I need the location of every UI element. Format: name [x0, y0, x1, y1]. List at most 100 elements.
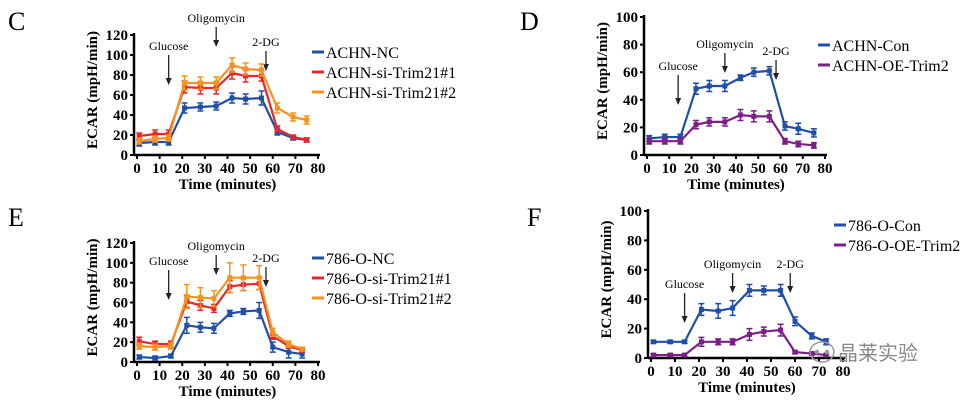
data-point — [299, 351, 305, 357]
annotation-label: Oligomycin — [188, 11, 245, 25]
x-tick-label: 30 — [716, 364, 731, 380]
panel-label: C — [8, 7, 25, 36]
panel-e: E 0 10 20 30 40 50 60 70 80 0 20 40 60 80 100 120 Time (m… — [8, 203, 452, 400]
data-point — [722, 83, 728, 89]
x-tick-label: 20 — [684, 161, 699, 177]
y-tick-label: 120 — [106, 236, 129, 252]
annotation-label: Glucose — [149, 39, 188, 53]
series-line — [139, 96, 307, 145]
data-point — [304, 137, 310, 143]
arrow-head-icon — [262, 64, 269, 71]
y-tick-label: 80 — [623, 38, 638, 54]
series-786-O-NC: 786-O-NC — [136, 251, 394, 361]
data-point — [274, 126, 280, 132]
data-point — [682, 352, 688, 358]
data-point — [286, 349, 292, 355]
data-point — [290, 114, 296, 120]
y-tick-label: 0 — [635, 351, 643, 367]
watermark: 晶莱实验 — [809, 341, 918, 365]
data-point — [766, 113, 772, 119]
data-point — [243, 73, 249, 79]
legend-label: 786-O-Con — [848, 218, 921, 235]
data-point — [166, 139, 172, 145]
data-point — [662, 138, 668, 144]
arrow-head-icon — [213, 40, 220, 47]
data-point — [682, 339, 688, 345]
x-tick-label: 60 — [265, 368, 280, 384]
legend-label: 786-O-si-Trim21#2 — [326, 291, 452, 308]
data-point — [197, 80, 203, 86]
data-point — [677, 138, 683, 144]
y-tick-label: 120 — [106, 28, 129, 44]
data-point — [761, 329, 767, 335]
annotation-label: Glucose — [149, 254, 188, 268]
annotation-label: 2-DG — [762, 44, 790, 58]
x-tick-label: 60 — [265, 161, 280, 177]
data-point — [211, 296, 217, 302]
legend-label: ACHN-si-Trim21#1 — [326, 65, 456, 82]
data-point — [299, 346, 305, 352]
data-point — [211, 305, 217, 311]
data-point — [166, 131, 172, 137]
data-point — [136, 343, 142, 349]
data-point — [243, 66, 249, 72]
x-tick-label: 0 — [647, 364, 655, 380]
data-point — [229, 62, 235, 68]
data-point — [667, 339, 673, 345]
arrow-head-icon — [773, 73, 780, 80]
x-tick-label: 80 — [818, 161, 833, 177]
series-786-O-si-Trim21#2: 786-O-si-Trim21#2 — [136, 262, 452, 352]
x-tick-label: 70 — [288, 368, 303, 384]
data-point — [751, 113, 757, 119]
y-tick-label: 100 — [616, 10, 639, 26]
data-point — [751, 69, 757, 75]
legend-label: 786-O-si-Trim21#1 — [326, 271, 452, 288]
x-tick-label: 0 — [133, 161, 141, 177]
series-line — [649, 69, 815, 140]
data-point — [227, 275, 233, 281]
annotation-label: Oligomycin — [704, 257, 761, 271]
arrow-head-icon — [681, 316, 688, 323]
data-point — [152, 131, 158, 137]
y-axis-title: ECAR (mpH/min) — [599, 221, 615, 339]
arrow-head-icon — [675, 98, 682, 105]
series-786-O-OE-Trim2: 786-O-OE-Trim2 — [650, 238, 960, 358]
annotation-label: Oligomycin — [696, 37, 753, 51]
data-point — [152, 344, 158, 350]
y-tick-label: 0 — [631, 148, 639, 164]
arrow-head-icon — [721, 66, 728, 73]
panel-f: F 0 10 20 30 40 50 60 70 80 0 20 40 60 80 100 Time (minu… — [527, 203, 960, 396]
x-tick-label: 20 — [175, 368, 190, 384]
data-point — [197, 324, 203, 330]
annotation-label: 2-DG — [252, 251, 280, 265]
data-point — [240, 308, 246, 314]
panel-label: D — [520, 7, 539, 36]
series-786-O-Con: 786-O-Con — [650, 218, 921, 346]
arrow-head-icon — [729, 286, 736, 293]
x-tick-label: 60 — [788, 364, 803, 380]
y-axis-title: ECAR (mpH/min) — [85, 31, 101, 149]
x-tick-label: 50 — [243, 368, 258, 384]
data-point — [715, 308, 721, 314]
series-line — [139, 282, 303, 352]
x-tick-label: 50 — [764, 364, 779, 380]
x-tick-label: 40 — [220, 161, 235, 177]
y-tick-label: 60 — [113, 296, 128, 312]
data-point — [240, 275, 246, 281]
y-tick-label: 60 — [623, 65, 638, 81]
x-tick-label: 10 — [152, 161, 167, 177]
x-tick-label: 80 — [836, 364, 851, 380]
y-tick-label: 20 — [627, 322, 642, 338]
series-line — [139, 71, 307, 142]
data-point — [274, 105, 280, 111]
x-tick-label: 70 — [795, 161, 810, 177]
data-point — [258, 95, 264, 101]
data-point — [730, 339, 736, 345]
arrow-head-icon — [787, 286, 794, 293]
data-point — [256, 307, 262, 313]
y-tick-label: 60 — [627, 263, 642, 279]
data-point — [227, 310, 233, 316]
x-axis-title: Time (minutes) — [687, 177, 785, 193]
legend-label: ACHN-si-Trim21#2 — [326, 85, 456, 102]
